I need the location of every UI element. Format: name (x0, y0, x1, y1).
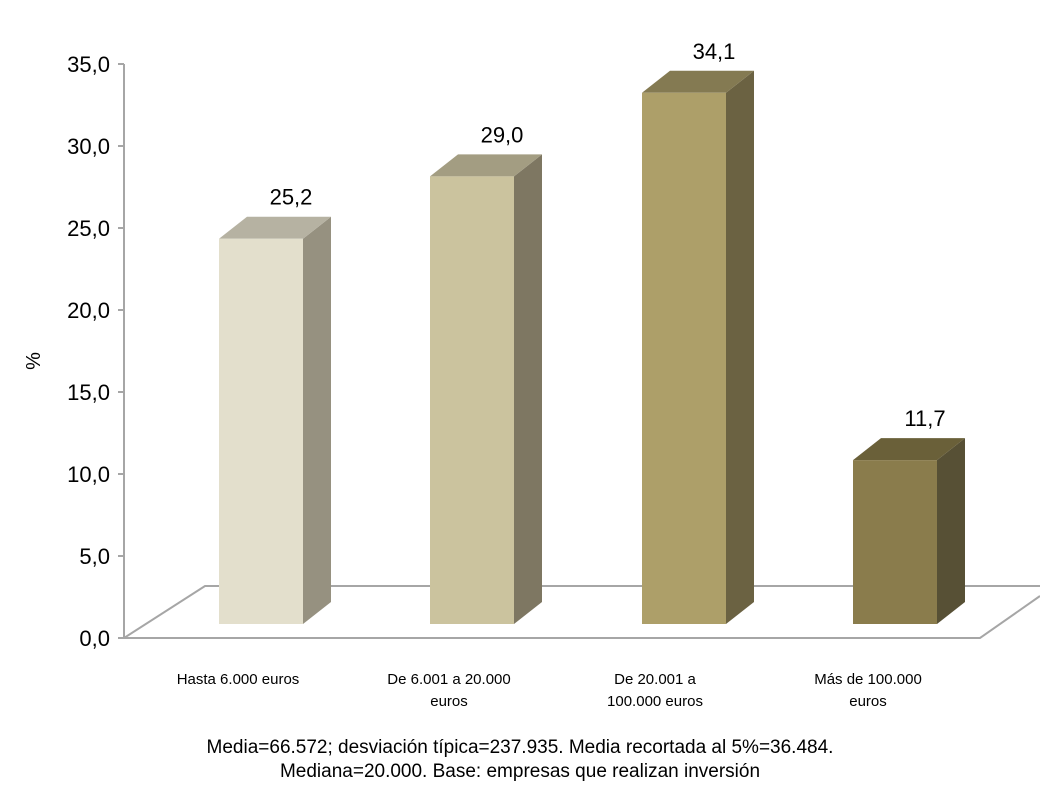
bar-side-face (514, 154, 542, 624)
bar-top-face (853, 438, 965, 461)
bar-front-face (642, 92, 726, 624)
bar (219, 216, 331, 624)
bar-front-face (219, 238, 303, 624)
x-category-label-line: euros (430, 693, 468, 710)
y-axis-title: % (23, 352, 45, 370)
bar-top-face (219, 216, 331, 239)
chart-floor-group (123, 585, 1040, 639)
x-category-label: Más de 100.000 euros (814, 671, 922, 710)
bar (430, 154, 542, 624)
floor-back-edge (123, 585, 1040, 639)
floor-front-edge (124, 595, 1040, 639)
bar-side-face (937, 438, 965, 624)
x-category-label-line: De 6.001 a 20.000 (387, 671, 510, 688)
x-category-label: De 20.001 a 100.000 euros (607, 671, 703, 710)
bar-side-face (726, 70, 754, 624)
bar (853, 438, 965, 624)
bar-value-label: 34,1 (693, 39, 736, 64)
footnote-base-line: Mediana=20.000. Base: empresas que reali… (279, 761, 761, 782)
y-axis-group: 0,0 5,0 10,0 15,0 20,0 25,0 30,0 35,0% (23, 52, 125, 651)
bar-chart: 0,0 5,0 10,0 15,0 20,0 25,0 30,0 35,0% 25,2 29,0… (23, 39, 1040, 710)
bar-top-face (642, 70, 754, 93)
x-category-label-line: Más de 100.000 (814, 671, 922, 688)
x-category-label: De 6.001 a 20.000 euros (387, 671, 510, 710)
bars-group (219, 70, 965, 624)
bar-value-label: 29,0 (481, 122, 524, 147)
y-tick-label: 20,0 (67, 298, 110, 323)
y-tick-label: 25,0 (67, 216, 110, 241)
y-tick-label: 15,0 (67, 380, 110, 405)
y-tick-label: 30,0 (67, 134, 110, 159)
x-category-label-line: euros (849, 693, 887, 710)
footnote-statistics-line: Media=66.572; desviación típica=237.935.… (206, 737, 834, 758)
bar-front-face (853, 460, 937, 624)
bar-value-label: 25,2 (270, 185, 313, 210)
y-tick-label: 35,0 (67, 52, 110, 77)
bar-side-face (303, 216, 331, 624)
y-tick-label: 5,0 (79, 544, 110, 569)
x-category-label-line: De 20.001 a (614, 671, 696, 688)
x-category-label-line: 100.000 euros (607, 693, 703, 710)
bar-top-face (430, 154, 542, 177)
y-tick-label: 10,0 (67, 462, 110, 487)
bar-value-label: 11,7 (904, 406, 945, 431)
y-tick-label: 0,0 (79, 626, 110, 651)
x-category-label-line: Hasta 6.000 euros (177, 671, 300, 688)
labels-group: 25,2 29,0 34,1 11,7 Hasta 6.000 euros De 6.00… (177, 39, 946, 710)
bar (642, 70, 754, 624)
x-category-label: Hasta 6.000 euros (177, 671, 300, 688)
bar-front-face (430, 176, 514, 624)
